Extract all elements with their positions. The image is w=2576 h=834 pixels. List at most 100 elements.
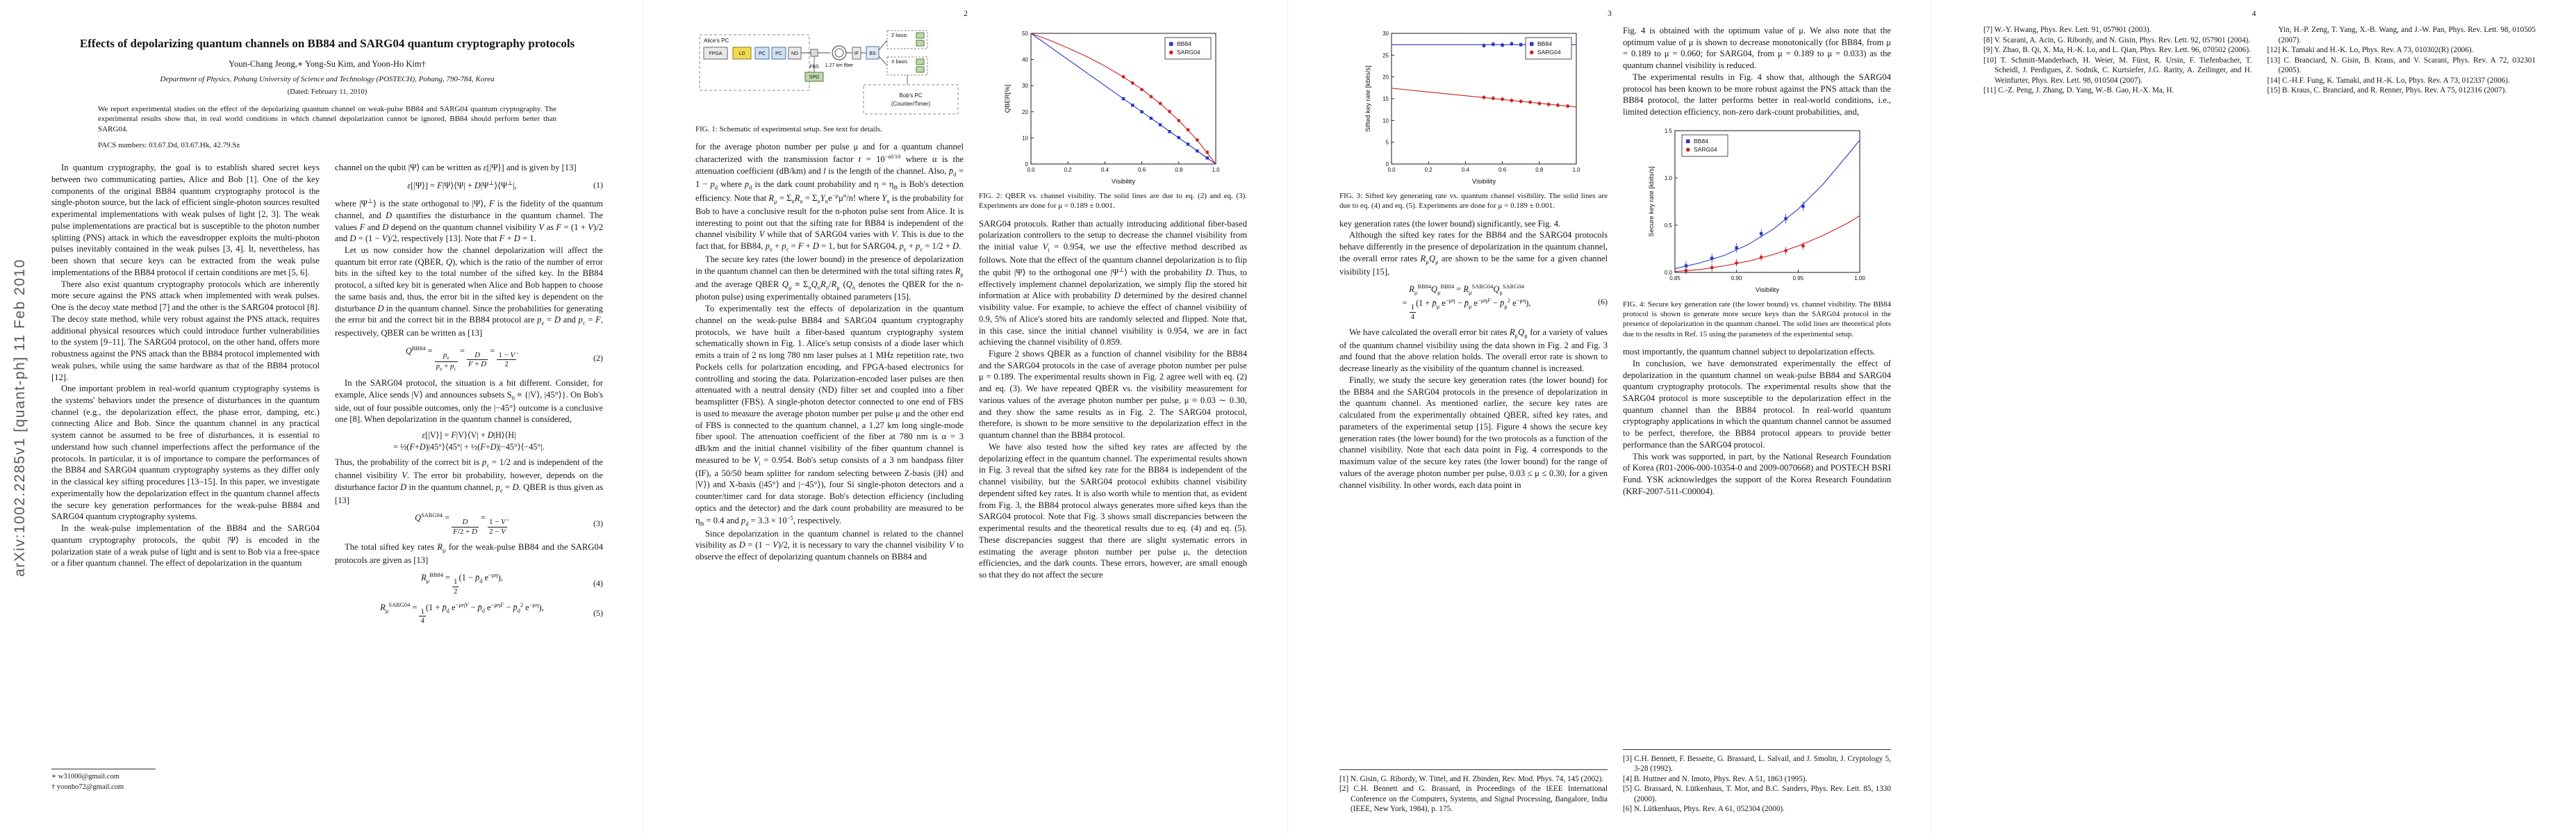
svg-text:0.6: 0.6 [1498, 167, 1507, 173]
svg-text:1.0: 1.0 [1572, 167, 1580, 173]
inline-derivation: ε[|V⟩] = F|V⟩⟨V| + D|H⟩⟨H| = ½(F+D)|45°⟩⟨… [393, 430, 545, 452]
page-1: arXiv:1002.2285v1 [quant-ph] 11 Feb 2010… [0, 0, 644, 834]
figure2-caption: FIG. 2: QBER vs. channel visibility. The… [979, 192, 1247, 211]
equation-5: RμSARG04 = 1 4 (1 + p̄d e−μηV − p̄d e−μηF … [380, 600, 603, 626]
svg-text:SARG04: SARG04 [1694, 146, 1717, 153]
page2-content: Alice's PC FPGA LD PC PC ND [695, 25, 1247, 815]
secure-key-chart: 0.85 0.90 0.95 1.00 0.0 0.5 1.0 1.5 Visibility Se… [1623, 124, 1891, 296]
svg-text:ND: ND [791, 51, 798, 56]
paragraph: Thus, the probability of the correct bit… [335, 457, 604, 505]
reference: [9] Y. Zhao, B. Qi, X. Ma, H.-K. Lo, and… [1983, 46, 2251, 55]
svg-text:PC: PC [775, 51, 782, 56]
paragraph: In conclusion, we have demonstrated expe… [1623, 358, 1891, 450]
svg-text:0.90: 0.90 [1731, 275, 1742, 281]
svg-text:0.85: 0.85 [1669, 275, 1681, 281]
paragraph: In the SARG04 protocol, the situation is… [335, 378, 603, 425]
svg-text:25: 25 [1382, 52, 1389, 58]
paragraph: Although the sifted key rates for the BB… [1339, 230, 1608, 277]
page3-column-right: Fig. 4 is obtained with the optimum valu… [1623, 25, 1891, 815]
svg-text:0: 0 [1025, 161, 1029, 167]
svg-text:1.0: 1.0 [1665, 175, 1673, 181]
paper-title: Effects of depolarizing quantum channels… [79, 37, 575, 50]
page1-content: Effects of depolarizing quantum channels… [51, 25, 603, 815]
equation-number: (5) [593, 607, 603, 618]
svg-text:Visibility: Visibility [1756, 286, 1779, 294]
reference: [6] N. Lütkenhaus, Phys. Rev. A 61, 0523… [1623, 805, 1785, 814]
paragraph: This work was supported, in part, by the… [1623, 451, 1891, 496]
svg-text:40: 40 [1022, 57, 1028, 63]
svg-text:1.5: 1.5 [1665, 128, 1673, 134]
svg-text:Alice's PC: Alice's PC [704, 38, 729, 44]
svg-text:FPGA: FPGA [709, 51, 722, 56]
reference: [3] C.H. Bennett, F. Bessette, G. Brassa… [1623, 754, 1891, 774]
page1-column-left: In quantum cryptography, the goal is to … [51, 162, 320, 834]
reference: [14] C.-H.F. Fung, K. Tamaki, and H.-K. … [2267, 76, 2510, 85]
affiliation: Department of Physics, Pohang University… [160, 75, 495, 84]
equation-number: (1) [593, 180, 603, 190]
paragraph: We have also tested how the sifted key r… [979, 441, 1247, 580]
references-left: [1] N. Gisin, G. Ribordy, W. Tittel, and… [1339, 769, 1608, 815]
reference-continuation: Yin, H.-P. Zeng, T. Yang, X.-B. Wang, an… [2278, 26, 2536, 44]
svg-text:0.6: 0.6 [1138, 167, 1146, 173]
svg-text:BB84: BB84 [1537, 40, 1552, 47]
svg-text:0.8: 0.8 [1535, 167, 1544, 173]
footnotes: ∗ w31000@gmail.com † yoonho72@gmail.com [51, 769, 324, 792]
svg-text:0.5: 0.5 [1665, 222, 1673, 229]
svg-text:20: 20 [1022, 109, 1028, 115]
pacs-numbers: PACS numbers: 03.67.Dd, 03.67.Hk, 42.79.… [98, 141, 240, 150]
chart-canvas: 0.85 0.90 0.95 1.00 0.0 0.5 1.0 1.5 Visibility Se… [1648, 128, 1865, 294]
svg-text:0.8: 0.8 [1175, 167, 1183, 173]
authors-line: Youn-Chang Jeong,∗ Yong-Su Kim, and Yoon… [229, 59, 426, 70]
setup-schematic-svg: Alice's PC FPGA LD PC PC ND [699, 30, 959, 115]
svg-text:10: 10 [1022, 135, 1028, 141]
svg-text:Visibility: Visibility [1112, 178, 1135, 186]
svg-text:SARG04: SARG04 [1177, 49, 1200, 56]
footnote-email-2: † yoonho72@gmail.com [51, 783, 124, 792]
reference: [13] C. Branciard, N. Gisin, B. Kraus, a… [2267, 56, 2536, 75]
svg-text:PC: PC [759, 51, 766, 56]
paragraph: SARG04 protocols. Rather than actually i… [979, 218, 1247, 348]
svg-text:5: 5 [1386, 140, 1389, 146]
reference: [10] T. Schmitt-Manderbach, H. Weier, M.… [1983, 56, 2252, 85]
references-continued-left: [7] W.-Y. Hwang, Phys. Rev. Lett. 91, 05… [1983, 25, 2252, 96]
paragraph: key generation rates (the lower bound) s… [1339, 218, 1561, 229]
svg-text:Z basis: Z basis [891, 33, 907, 38]
page-number: 3 [1608, 10, 1612, 18]
svg-text:30: 30 [1022, 83, 1028, 89]
svg-text:0.2: 0.2 [1425, 167, 1433, 173]
paragraph: There also exist quantum cryptography pr… [51, 279, 320, 382]
svg-text:20: 20 [1382, 74, 1389, 81]
svg-text:Sifted key rate [kbits/s]: Sifted key rate [kbits/s] [1364, 65, 1372, 132]
chart-canvas: 0.0 0.2 0.4 0.6 0.8 1.0 0 5 10 15 20 25 30 Visibility… [1364, 31, 1580, 186]
paragraph: most importantly, the quantum channel su… [1623, 347, 1876, 357]
spacer [1623, 498, 1891, 749]
svg-text:QBER[%]: QBER[%] [1004, 85, 1012, 113]
setup-schematic: Alice's PC FPGA LD PC PC ND [695, 26, 964, 121]
svg-text:1.27 km fiber: 1.27 km fiber [825, 63, 854, 68]
page-number: 2 [964, 10, 968, 18]
svg-text:SARG04: SARG04 [1537, 49, 1561, 56]
svg-text:0.2: 0.2 [1064, 167, 1073, 173]
svg-text:0: 0 [1386, 161, 1389, 167]
svg-text:0.0: 0.0 [1665, 270, 1673, 276]
page1-column-right: channel on the qubit |Ψ⟩ can be written … [335, 162, 603, 834]
svg-text:Secure key rate [kbits/s]: Secure key rate [kbits/s] [1648, 166, 1656, 236]
equation-1: ε[|Ψ⟩] = F|Ψ⟩⟨Ψ| + D|Ψ⊥⟩⟨Ψ⊥|, (1) [407, 179, 603, 191]
equation-number: (3) [593, 518, 603, 529]
figure-1: Alice's PC FPGA LD PC PC ND [695, 26, 964, 134]
paragraph: To experimentally test the effects of de… [695, 304, 964, 528]
svg-text:LD: LD [739, 51, 745, 56]
footnote-email-1: ∗ w31000@gmail.com [51, 773, 119, 780]
paragraph: In quantum cryptography, the goal is to … [51, 163, 320, 277]
page-2: 2 Alice's PC FPGA LD [644, 0, 1288, 834]
page-3: 3 0.0 0.2 0.4 0.6 0.8 1.0 0 5 10 15 20 25 30 Visibili… [1288, 0, 1932, 834]
paragraph: channel on the qubit |Ψ⟩ can be written … [335, 163, 577, 173]
page4-column-right: Yin, H.-P. Zeng, T. Yang, X.-B. Wang, an… [2268, 25, 2536, 815]
equation-number: (4) [593, 578, 603, 589]
reference: [7] W.-Y. Hwang, Phys. Rev. Lett. 91, 05… [1983, 26, 2152, 34]
svg-text:0.95: 0.95 [1793, 275, 1804, 281]
figure4-caption: FIG. 4: Secure key generation rate (the … [1623, 300, 1891, 338]
chart-canvas: 0.0 0.2 0.4 0.6 0.8 1.0 0 10 20 30 40 50 Visibility Q… [1004, 31, 1220, 186]
svg-text:10: 10 [1382, 117, 1389, 124]
